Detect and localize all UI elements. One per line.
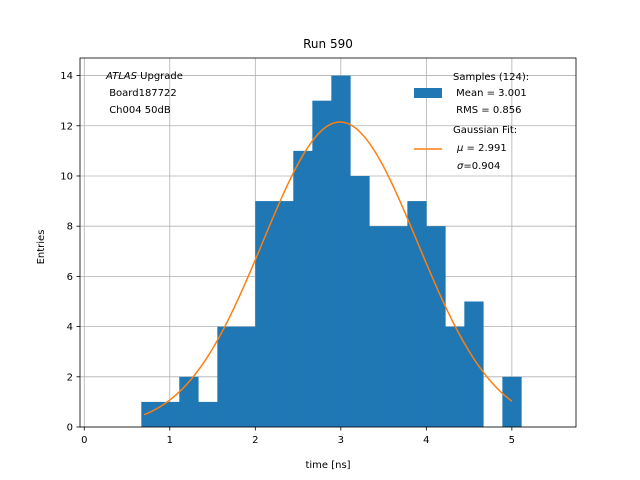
histogram-bar [350, 175, 370, 427]
x-tick-label: 1 [167, 435, 173, 446]
chart-title: Run 590 [303, 37, 353, 51]
legend: Samples (124): Mean = 3.001 RMS = 0.856 … [414, 72, 529, 172]
x-tick-label: 3 [338, 435, 344, 446]
histogram-bar [426, 226, 446, 427]
legend-fit-title: Gaussian Fit: [453, 125, 517, 136]
x-tick-label: 4 [423, 435, 429, 446]
histogram-bar [236, 326, 256, 427]
y-tick-label: 6 [67, 272, 73, 283]
y-tick-label: 10 [60, 171, 73, 182]
y-tick-label: 8 [67, 222, 73, 233]
annotation-experiment-line: ATLAS Upgrade [105, 71, 183, 82]
histogram-bar [369, 226, 389, 427]
y-tick-label: 14 [60, 71, 73, 82]
plot-frame [79, 57, 577, 428]
x-tick-label: 5 [509, 435, 515, 446]
gaussian-fit [143, 121, 513, 416]
histogram-bar [464, 301, 484, 427]
histogram-bar [179, 376, 199, 427]
histogram-bar [198, 401, 218, 427]
x-tick-label: 2 [252, 435, 258, 446]
y-tick-label: 0 [67, 423, 73, 434]
legend-samples-mean: Mean = 3.001 [453, 88, 527, 99]
histogram-bar [160, 401, 180, 427]
histogram-bar [141, 401, 161, 427]
fit-curve [143, 121, 513, 416]
legend-samples-title: Samples (124): [453, 72, 529, 83]
annotation-experiment-suffix: Upgrade [137, 71, 183, 82]
histogram-bar [274, 201, 294, 427]
histogram-bar [312, 100, 332, 428]
x-axis-label: time [ns] [305, 460, 350, 471]
histogram-bar [445, 326, 465, 427]
annotation-experiment: ATLAS [105, 71, 138, 82]
run-info-annotation: ATLAS Upgrade Board187722 Ch004 50dB [105, 71, 183, 116]
y-axis-label: Entries [36, 230, 47, 265]
histogram-bar [293, 150, 313, 427]
histogram-bars [141, 75, 522, 428]
legend-samples-rms: RMS = 0.856 [453, 105, 521, 116]
histogram-bar [331, 75, 351, 428]
histogram-bar [407, 201, 427, 427]
histogram-bar [217, 326, 237, 427]
axes-frame [79, 57, 577, 428]
legend-fit-sigma: σ=0.904 [457, 161, 500, 172]
y-tick-label: 4 [67, 322, 73, 333]
annotation-channel: Ch004 50dB [106, 105, 171, 116]
y-tick-label: 12 [60, 121, 73, 132]
histogram-bar [255, 201, 275, 427]
x-tick-label: 0 [81, 435, 87, 446]
legend-histogram-swatch [414, 88, 442, 98]
legend-fit-mu: μ = 2.991 [456, 143, 507, 154]
annotation-board: Board187722 [106, 88, 177, 99]
histogram-bar [502, 376, 522, 427]
y-tick-label: 2 [67, 372, 73, 383]
histogram-bar [388, 226, 408, 427]
